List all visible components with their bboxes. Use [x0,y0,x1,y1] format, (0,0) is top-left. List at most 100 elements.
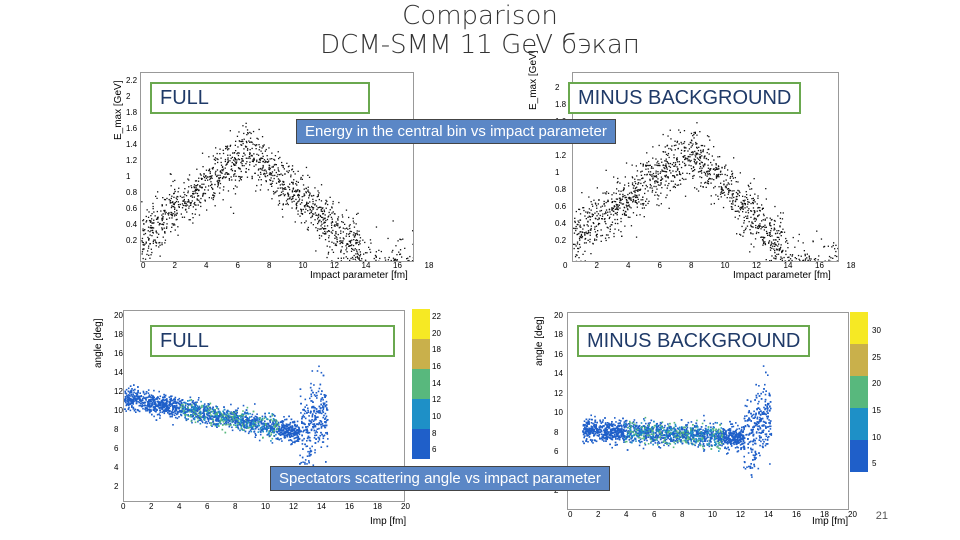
scatter-point [684,195,687,197]
scatter-point [658,162,660,165]
scatter-point [741,203,743,205]
density-point [131,395,133,397]
scatter-point [305,187,307,190]
scatter-point [146,220,148,222]
density-point [282,424,285,427]
density-point [310,382,312,385]
scatter-point [762,242,765,245]
density-point [326,409,328,411]
scatter-point [226,173,229,175]
density-point [141,398,144,400]
density-point [256,417,258,419]
density-point [173,400,175,403]
scatter-point [269,183,272,185]
scatter-point [164,239,167,241]
scatter-point [626,206,628,208]
scatter-point [675,144,677,146]
density-point [166,406,168,409]
scatter-point [348,216,350,219]
scatter-point [798,233,800,236]
scatter-point [251,147,253,150]
scatter-point [759,207,761,209]
density-point [276,420,278,422]
scatter-point [752,199,755,202]
scatter-point [623,188,625,190]
scatter-point [658,204,660,207]
scatter-point [752,202,754,204]
scatter-point [263,169,265,172]
scatter-point [617,177,619,180]
scatter-point [660,176,663,178]
scatter-point [169,199,172,202]
scatter-point [670,172,672,174]
scatter-point [573,247,575,250]
density-point [268,430,270,432]
scatter-point [582,207,584,209]
scatter-point [220,161,222,164]
scatter-point [768,242,770,244]
scatter-point [719,173,721,176]
scatter-point [609,216,611,218]
scatter-point [632,187,635,189]
scatter-point [710,195,712,197]
scatter-point [193,187,196,189]
scatter-point [773,243,775,245]
scatter-point [692,151,694,153]
density-point [318,412,320,414]
scatter-point [763,214,765,217]
density-point [241,424,244,427]
scatter-point [720,191,722,194]
density-point [240,413,243,416]
scatter-point [326,231,328,233]
scatter-point [282,188,284,190]
scatter-point [605,169,607,171]
scatter-point [769,247,772,249]
scatter-point [152,205,154,208]
density-point [137,397,139,400]
density-point [308,431,311,434]
density-point [318,387,321,390]
scatter-point [682,161,684,163]
density-point [322,406,324,409]
density-point [192,418,195,420]
scatter-point [779,233,781,235]
scatter-point [635,187,637,189]
scatter-point [276,190,278,192]
scatter-point [375,251,377,253]
scatter-point [777,253,780,255]
scatter-point [366,252,368,254]
scatter-point [164,232,166,234]
scatter-point [679,179,681,181]
scatter-point [324,221,326,224]
scatter-point [616,205,618,207]
scatter-point [271,171,274,173]
density-point [139,399,141,402]
density-point [232,419,235,421]
scatter-point [579,226,581,228]
density-point [324,412,327,415]
scatter-point [287,195,289,197]
density-point [149,396,151,398]
density-point [132,389,135,392]
density-point [255,423,257,426]
scatter-point [596,211,598,213]
scatter-point [177,226,179,228]
scatter-point [408,259,410,261]
density-point [266,429,268,431]
density-point [290,439,293,442]
scatter-point [808,256,810,258]
energy-x-tick: 14 [361,261,371,270]
scatter-point [589,241,591,243]
density-point [300,461,302,464]
density-point [151,404,153,407]
scatter-point [186,204,188,206]
scatter-point [751,221,753,223]
density-point [231,429,234,432]
scatter-point [680,141,682,144]
scatter-point [262,145,264,147]
scatter-point [197,188,199,191]
scatter-point [239,167,241,170]
scatter-point [326,225,329,227]
density-point [308,415,310,417]
scatter-point [702,164,704,166]
